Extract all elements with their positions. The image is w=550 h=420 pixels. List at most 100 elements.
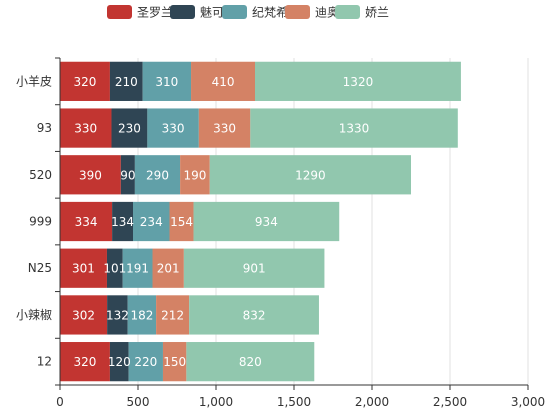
data-label: 191	[126, 262, 149, 276]
bar-segment[interactable]	[183, 248, 325, 288]
data-label: 220	[134, 355, 157, 369]
x-tick-label: 1,500	[277, 395, 311, 409]
data-label: 190	[183, 168, 206, 182]
data-label: 120	[108, 355, 131, 369]
y-tick-label: N25	[28, 261, 52, 275]
bar-segment[interactable]	[60, 201, 113, 242]
data-label: 320	[74, 355, 97, 369]
data-label: 301	[72, 262, 95, 276]
bar-segment[interactable]	[60, 61, 110, 101]
data-label: 330	[162, 122, 185, 136]
legend-item[interactable]: 魅可	[170, 5, 224, 20]
bars	[60, 61, 461, 382]
bar-segment[interactable]	[191, 61, 255, 101]
legend-swatch	[285, 5, 310, 19]
legend-item[interactable]: 迪奥	[285, 5, 339, 20]
bar-segment[interactable]	[250, 108, 458, 148]
bar-segment[interactable]	[255, 61, 461, 101]
bar-segment[interactable]	[109, 61, 143, 101]
bar-segment[interactable]	[128, 342, 163, 382]
legend-item[interactable]: 娇兰	[335, 5, 389, 20]
bar-segment[interactable]	[122, 248, 153, 288]
data-label: 390	[79, 168, 102, 182]
bar-segment[interactable]	[209, 155, 411, 195]
data-label: 334	[75, 215, 98, 229]
data-label: 134	[111, 215, 134, 229]
y-tick-label: 小辣椒	[16, 308, 52, 322]
data-label: 1330	[339, 122, 370, 136]
x-tick-label: 2,500	[433, 395, 467, 409]
data-label: 150	[163, 355, 186, 369]
data-label: 310	[155, 75, 178, 89]
bar-segment[interactable]	[180, 155, 210, 195]
data-label: 230	[118, 122, 141, 136]
data-label: 154	[170, 215, 193, 229]
legend-swatch	[335, 5, 360, 19]
bar-segment[interactable]	[109, 342, 129, 382]
x-tick-label: 0	[56, 395, 64, 409]
data-label: 290	[146, 168, 169, 182]
bar-segment[interactable]	[133, 201, 170, 242]
bar-segment[interactable]	[198, 108, 251, 148]
bar-segment[interactable]	[60, 342, 110, 382]
bar-segment[interactable]	[106, 248, 123, 288]
bar-segment[interactable]	[162, 342, 187, 382]
bar-segment[interactable]	[60, 295, 108, 335]
bar-segment[interactable]	[186, 342, 315, 382]
data-label: 210	[115, 75, 138, 89]
x-tick-label: 2,000	[355, 395, 389, 409]
bar-segment[interactable]	[127, 295, 157, 335]
data-label: 1320	[343, 75, 374, 89]
bar-segment[interactable]	[60, 155, 121, 195]
legend-swatch	[107, 5, 132, 19]
data-label: 1290	[295, 168, 326, 182]
legend-swatch	[222, 5, 247, 19]
data-label: 934	[255, 215, 278, 229]
legend-label: 迪奥	[315, 6, 339, 20]
bar-segment[interactable]	[60, 108, 112, 148]
legend-item[interactable]: 纪梵希	[222, 5, 288, 20]
data-label: 132	[106, 308, 129, 322]
data-label: 330	[213, 122, 236, 136]
y-tick-label: 12	[37, 355, 52, 369]
bar-segment[interactable]	[112, 201, 134, 242]
data-label: 302	[72, 308, 95, 322]
legend-swatch	[170, 5, 195, 19]
y-tick-label: 999	[29, 215, 52, 229]
data-label: 901	[243, 262, 266, 276]
bar-segment[interactable]	[111, 108, 148, 148]
legend-label: 纪梵希	[252, 5, 288, 20]
bar-segment[interactable]	[107, 295, 128, 335]
legend-label: 圣罗兰	[137, 6, 173, 20]
y-tick-label: 93	[37, 121, 52, 135]
data-label: 820	[239, 355, 262, 369]
bar-segment[interactable]	[156, 295, 190, 335]
bar-segment[interactable]	[169, 201, 194, 242]
data-label: 212	[161, 308, 184, 322]
legend[interactable]: 圣罗兰 魅可 纪梵希 迪奥 娇兰	[107, 5, 389, 20]
bar-segment[interactable]	[142, 61, 192, 101]
x-tick-label: 1,000	[199, 395, 233, 409]
bar-segment[interactable]	[152, 248, 184, 288]
data-label: 101	[103, 262, 126, 276]
y-tick-label: 520	[29, 168, 52, 182]
bar-segment[interactable]	[134, 155, 181, 195]
data-label: 320	[74, 75, 97, 89]
bar-segment[interactable]	[60, 248, 107, 288]
data-label: 182	[130, 308, 153, 322]
legend-item[interactable]: 圣罗兰	[107, 5, 173, 20]
legend-label: 娇兰	[365, 6, 389, 20]
bar-segment[interactable]	[189, 295, 319, 335]
x-tick-label: 3,000	[511, 395, 545, 409]
legend-label: 魅可	[200, 5, 224, 20]
y-tick-label: 小羊皮	[16, 73, 52, 88]
bar-segment[interactable]	[193, 201, 340, 242]
bar-segment[interactable]	[120, 155, 135, 195]
bar-segment[interactable]	[147, 108, 199, 148]
data-label: 234	[140, 215, 163, 229]
x-tick-label: 500	[127, 395, 150, 409]
data-label: 201	[157, 262, 180, 276]
